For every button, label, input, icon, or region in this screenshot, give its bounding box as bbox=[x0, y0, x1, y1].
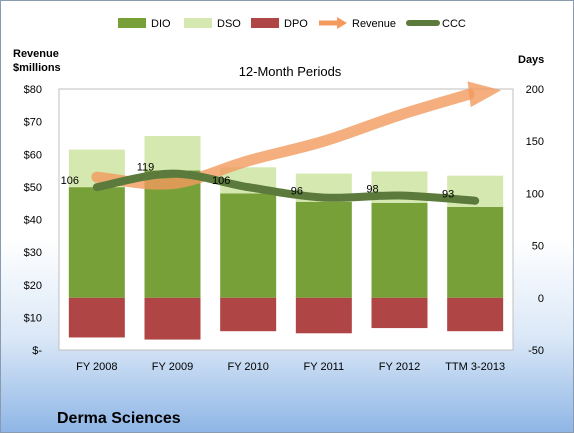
revenue-line bbox=[91, 88, 475, 190]
dio-bar bbox=[68, 187, 125, 298]
ccc-data-label: 96 bbox=[291, 186, 303, 198]
right-tick-label: 0 bbox=[538, 293, 544, 305]
dpo-bar bbox=[144, 297, 201, 340]
dso-bar bbox=[144, 135, 201, 171]
right-tick-label: 50 bbox=[532, 241, 544, 253]
left-tick-label: $40 bbox=[24, 215, 42, 227]
legend-label: DSO bbox=[217, 18, 241, 30]
dpo-bar bbox=[447, 297, 504, 332]
legend: DIO DSO DPO Revenue CCC bbox=[118, 17, 466, 30]
ccc-data-label: 98 bbox=[366, 183, 378, 195]
dpo-bar bbox=[295, 297, 352, 334]
ccc-data-label: 119 bbox=[137, 162, 155, 174]
category-label: FY 2008 bbox=[76, 361, 117, 373]
ccc-data-label: 106 bbox=[61, 175, 79, 187]
legend-swatch bbox=[184, 18, 212, 28]
plot-area bbox=[58, 88, 514, 351]
dpo-bar bbox=[371, 297, 428, 329]
left-tick-label: $10 bbox=[24, 312, 42, 324]
revenue-arrowhead bbox=[467, 81, 502, 108]
left-tick-label: $80 bbox=[24, 84, 42, 96]
bars bbox=[68, 135, 504, 340]
dio-bar bbox=[144, 170, 201, 298]
left-axis-title-line2: $millions bbox=[13, 62, 61, 74]
dio-bar bbox=[447, 206, 504, 298]
lines: 106 119 106 96 98 93 bbox=[61, 81, 502, 205]
left-tick-label: $- bbox=[32, 345, 42, 357]
legend-label: DIO bbox=[151, 18, 171, 30]
category-axis: FY 2008 FY 2009 FY 2010 FY 2011 FY 2012 TTM 3… bbox=[76, 361, 505, 373]
legend-label: CCC bbox=[442, 18, 466, 30]
legend-label: Revenue bbox=[352, 18, 396, 30]
category-label: FY 2010 bbox=[227, 361, 268, 373]
ccc-line bbox=[92, 169, 480, 205]
dio-bar bbox=[220, 193, 277, 298]
left-tick-label: $60 bbox=[24, 149, 42, 161]
dpo-bar bbox=[220, 297, 277, 332]
dio-bar bbox=[295, 201, 352, 298]
left-tick-label: $70 bbox=[24, 117, 42, 129]
category-label: FY 2009 bbox=[152, 361, 193, 373]
category-label: FY 2012 bbox=[379, 361, 420, 373]
ccc-data-label: 93 bbox=[442, 189, 454, 201]
left-tick-label: $20 bbox=[24, 280, 42, 292]
right-tick-label: 150 bbox=[526, 136, 544, 148]
left-axis: $- $10 $20 $30 $40 $50 $60 $70 $80 bbox=[24, 84, 43, 357]
left-axis-title-line1: Revenue bbox=[13, 48, 59, 60]
dpo-bar bbox=[68, 297, 125, 338]
ccc-data-label: 106 bbox=[212, 175, 230, 187]
company-name: Derma Sciences bbox=[57, 410, 181, 427]
category-label: FY 2011 bbox=[304, 361, 345, 373]
right-axis-title: Days bbox=[518, 54, 544, 66]
chart-title: 12-Month Periods bbox=[239, 64, 342, 79]
legend-label: DPO bbox=[284, 18, 308, 30]
right-tick-label: 100 bbox=[526, 188, 544, 200]
right-tick-label: -50 bbox=[528, 345, 544, 357]
category-label: TTM 3-2013 bbox=[445, 361, 505, 373]
right-tick-label: 200 bbox=[526, 84, 544, 96]
legend-swatch bbox=[251, 18, 279, 28]
left-tick-label: $30 bbox=[24, 247, 42, 259]
left-tick-label: $50 bbox=[24, 182, 42, 194]
legend-swatch-arrowhead bbox=[337, 17, 347, 29]
dio-bar bbox=[371, 202, 428, 298]
legend-swatch bbox=[118, 18, 146, 28]
right-axis: -50 0 50 100 150 200 bbox=[526, 84, 544, 357]
